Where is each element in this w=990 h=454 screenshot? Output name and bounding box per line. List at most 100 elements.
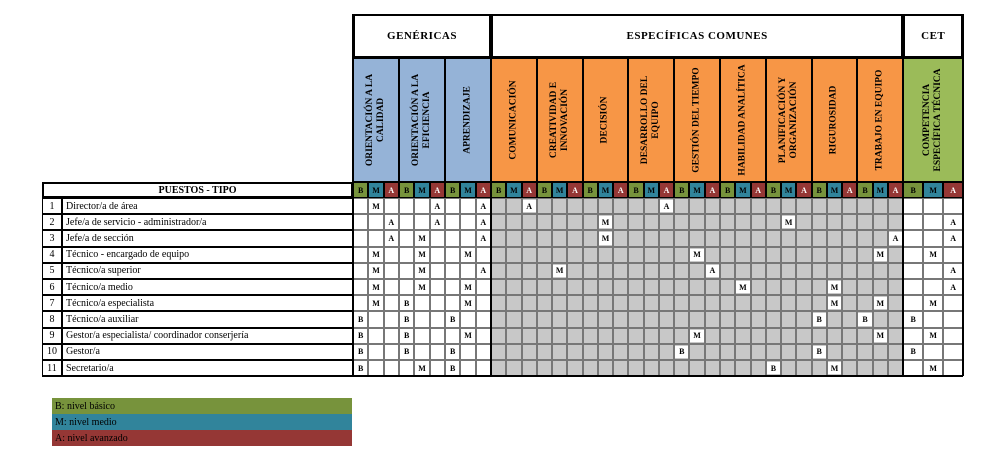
matrix-cell (353, 279, 369, 296)
level-mark: B (675, 345, 689, 358)
level-mark: M (924, 248, 943, 261)
competency-header: TRABAJO EN EQUIPO (857, 58, 904, 182)
row-position-name: Técnico/a medio (62, 279, 353, 296)
matrix-cell (750, 343, 766, 360)
matrix-cell (735, 230, 751, 247)
matrix-cell (903, 295, 924, 312)
matrix-cell (429, 343, 445, 360)
matrix-cell (765, 295, 782, 312)
matrix-cell (445, 230, 461, 247)
matrix-cell (521, 246, 537, 263)
matrix-cell (582, 343, 598, 360)
matrix-cell (811, 246, 827, 263)
table-bottom-border (42, 375, 964, 378)
matrix-cell (491, 246, 507, 263)
level-mark: A (944, 216, 963, 229)
matrix-cell (750, 262, 766, 279)
matrix-cell (720, 246, 736, 263)
matrix-cell (445, 214, 461, 231)
matrix-cell (536, 327, 553, 344)
matrix-cell (781, 343, 797, 360)
level-mark: M (924, 329, 943, 342)
matrix-cell (872, 360, 888, 377)
matrix-cell (658, 279, 675, 296)
level-header-a: A (383, 182, 399, 198)
level-mark: A (522, 200, 536, 213)
matrix-cell (887, 311, 904, 328)
matrix-cell (597, 327, 614, 344)
row-position-name: Gestor/a especialista/ coordinador conse… (62, 327, 353, 344)
level-mark: B (446, 345, 460, 358)
matrix-cell (943, 327, 964, 344)
level-mark: B (446, 313, 460, 326)
matrix-cell (857, 246, 873, 263)
matrix-cell (643, 262, 659, 279)
level-header-b: B (720, 182, 736, 198)
competency-header: RIGUROSIDAD (811, 58, 858, 182)
matrix-cell (521, 295, 537, 312)
level-mark: A (476, 232, 490, 245)
level-header-m: M (414, 182, 430, 198)
row-number: 8 (42, 311, 62, 328)
matrix-cell (796, 327, 812, 344)
level-header-m: M (597, 182, 614, 198)
matrix-cell (857, 198, 873, 215)
matrix-cell (811, 198, 827, 215)
matrix-cell (750, 246, 766, 263)
level-mark: A (384, 232, 398, 245)
competency-header: GESTIÓN DEL TIEMPO (674, 58, 720, 182)
matrix-cell (429, 246, 445, 263)
level-mark: B (400, 329, 414, 342)
level-header-b: B (628, 182, 644, 198)
matrix-cell (582, 295, 598, 312)
matrix-cell (872, 311, 888, 328)
matrix-cell (720, 230, 736, 247)
matrix-cell (491, 279, 507, 296)
matrix-cell (826, 214, 843, 231)
level-header-a: A (429, 182, 445, 198)
matrix-cell (720, 327, 736, 344)
matrix-cell (582, 214, 598, 231)
matrix-cell (826, 343, 843, 360)
matrix-cell (491, 214, 507, 231)
matrix-cell (765, 198, 782, 215)
row-number: 2 (42, 214, 62, 231)
matrix-cell (613, 230, 629, 247)
matrix-cell (826, 311, 843, 328)
level-header-b: B (857, 182, 873, 198)
matrix-cell (857, 279, 873, 296)
matrix-cell (460, 262, 476, 279)
matrix-cell (383, 327, 399, 344)
matrix-cell (567, 343, 583, 360)
matrix-cell (536, 295, 553, 312)
matrix-cell (796, 360, 812, 377)
level-header-m: M (460, 182, 476, 198)
matrix-cell (811, 279, 827, 296)
competency-header: PLANIFICACIÓN Y ORGANIZACIÓN (765, 58, 812, 182)
level-header-b: B (445, 182, 461, 198)
matrix-cell (872, 198, 888, 215)
matrix-cell (796, 343, 812, 360)
matrix-cell (704, 327, 720, 344)
matrix-cell (613, 343, 629, 360)
matrix-cell (643, 343, 659, 360)
matrix-cell (521, 230, 537, 247)
level-header-m: M (735, 182, 751, 198)
row-position-name: Jefe/a de servicio - administrador/a (62, 214, 353, 231)
matrix-cell (781, 198, 797, 215)
matrix-cell (429, 311, 445, 328)
matrix-cell (597, 279, 614, 296)
matrix-cell (536, 214, 553, 231)
matrix-cell (383, 246, 399, 263)
matrix-cell (887, 262, 904, 279)
matrix-cell (536, 198, 553, 215)
matrix-cell (750, 360, 766, 377)
matrix-cell (842, 279, 858, 296)
matrix-cell (491, 327, 507, 344)
level-header-a: A (658, 182, 675, 198)
matrix-cell (842, 262, 858, 279)
matrix-cell (658, 343, 675, 360)
matrix-cell (735, 198, 751, 215)
matrix-cell (943, 295, 964, 312)
level-header-b: B (582, 182, 598, 198)
